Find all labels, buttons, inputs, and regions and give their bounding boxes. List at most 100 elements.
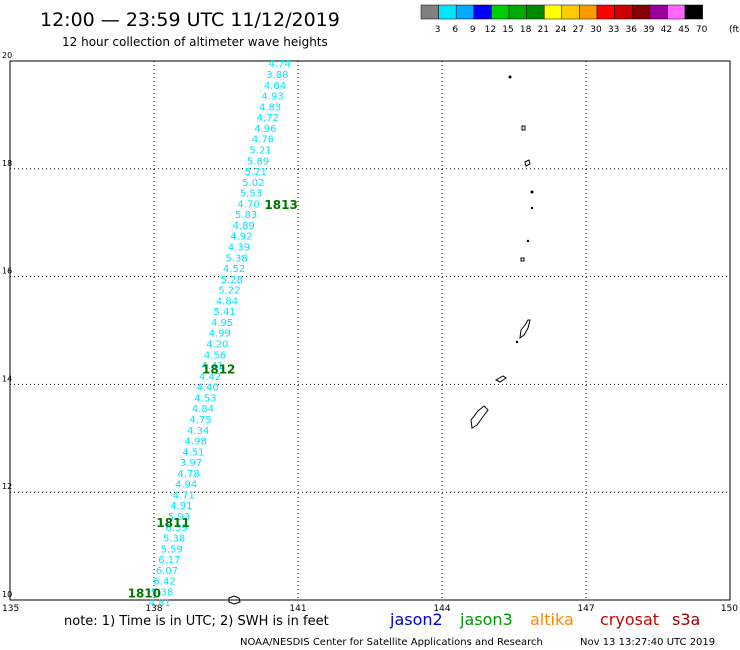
swh-data-label: 4.39: [228, 242, 250, 253]
swh-data-label: 6.42: [153, 577, 175, 588]
chart-title: 12:00 — 23:59 UTC 11/12/2019: [40, 9, 340, 31]
swh-data-label: 4.76: [252, 135, 274, 146]
satellite-legend-item: altika: [530, 610, 574, 629]
y-tick-label: 10: [2, 590, 12, 599]
color-scale-label: 9: [470, 25, 476, 35]
color-swatch: [649, 4, 668, 20]
color-swatch: [526, 4, 545, 20]
swh-data-label: 4.64: [264, 81, 286, 92]
swh-data-label: 4.40: [197, 383, 219, 394]
time-label: 1811: [156, 516, 189, 530]
swh-data-label: 4.89: [233, 221, 255, 232]
swh-data-label: 4.71: [173, 490, 195, 501]
swh-data-label: 5.83: [235, 210, 257, 221]
x-tick-label: 138: [145, 604, 162, 614]
color-scale-label: 33: [608, 25, 619, 35]
color-swatch: [543, 4, 563, 20]
y-tick-label: 12: [2, 482, 12, 491]
y-tick-label: 14: [2, 374, 12, 383]
color-scale-label: 12: [485, 25, 496, 35]
island-shape: [470, 405, 489, 429]
plot-frame: [9, 60, 731, 601]
swh-data-label: 4.34: [187, 426, 209, 437]
swh-data-label: 5.28: [221, 275, 243, 286]
color-swatch: [420, 4, 439, 20]
y-tick-label: 20: [2, 51, 12, 60]
swh-data-label: 5.41: [213, 307, 235, 318]
swh-data-label: 4.93: [261, 92, 283, 103]
island-shape: [521, 125, 526, 131]
swh-data-label: 6.39: [165, 523, 187, 534]
swh-data-label: 4.98: [185, 437, 207, 448]
y-tick-label: 16: [2, 267, 12, 276]
color-scale-label: 45: [678, 25, 689, 35]
axis-ticks: 135 138 141 144 147 150 10 12 14 16 18 20: [2, 51, 738, 614]
color-swatch: [631, 4, 651, 20]
time-label: 1810: [128, 586, 161, 600]
island-shape: [228, 595, 241, 605]
swh-data-label: 4.99: [209, 329, 231, 340]
swh-data-label: 6.17: [158, 555, 180, 566]
swh-data-label: 5.02: [242, 178, 264, 189]
island-shape: [508, 75, 512, 79]
x-tick-label: 135: [2, 604, 19, 614]
swh-data-label: 5.59: [161, 544, 183, 555]
color-scale-label: 21: [537, 25, 548, 35]
plot-border: [9, 60, 731, 601]
color-swatch: [473, 4, 492, 20]
color-scale-label: 36: [625, 25, 637, 35]
swh-data-label: 4.81: [149, 598, 171, 609]
satellite-legend-item: cryosat: [600, 610, 659, 629]
swh-data-label: 5.93: [168, 512, 190, 523]
footer-timestamp: Nov 13 13:27:40 UTC 2019: [580, 637, 715, 648]
footer-credit: NOAA/NESDIS Center for Satellite Applica…: [240, 637, 543, 648]
swh-data-label: 4.53: [194, 393, 216, 404]
swh-data-label: 5.38: [163, 534, 185, 545]
swh-data-label: 5.22: [218, 286, 240, 297]
swh-data-label: 5.38: [225, 253, 247, 264]
swh-data-label: 4.92: [230, 232, 252, 243]
swh-data-label: 5.21: [249, 145, 271, 156]
color-scale-label: 18: [520, 25, 532, 35]
swh-data-label: 4.20: [206, 340, 228, 351]
color-scale-label: 39: [643, 25, 655, 35]
swh-data-label: 4.41: [201, 361, 223, 372]
satellite-legend-item: s3a: [672, 610, 700, 629]
swh-data-label: 6.07: [156, 566, 178, 577]
color-scale-label: 70: [696, 25, 708, 35]
island-shape: [530, 206, 534, 210]
island-shape: [519, 319, 531, 340]
color-swatch: [455, 4, 475, 20]
satellite-legend: jason2 jason3 altika cryosat s3a: [389, 610, 700, 629]
color-swatch: [596, 4, 615, 20]
time-label: 1812: [202, 363, 235, 377]
island-shape: [524, 159, 531, 167]
time-labels: 1813 1812 1811 1810: [128, 198, 298, 600]
swh-data-label: 4.70: [237, 199, 259, 210]
color-swatch: [438, 4, 457, 20]
swh-data-label: 4.72: [257, 113, 279, 124]
color-swatch: [491, 4, 510, 20]
swh-data-label: 4.84: [192, 404, 214, 415]
x-tick-label: 147: [577, 604, 594, 614]
color-swatch: [579, 4, 598, 20]
swh-data-label: 4.51: [182, 447, 204, 458]
swh-data-label: 4.94: [175, 480, 197, 491]
swh-data-label: 4.84: [216, 296, 238, 307]
color-swatch: [508, 4, 527, 20]
swh-data-label: 5.53: [240, 189, 262, 200]
swh-data-label: 5.21: [245, 167, 267, 178]
swh-data-label: 5.89: [247, 156, 269, 167]
color-swatch: [667, 4, 686, 20]
swh-data-label: 5.38: [151, 587, 173, 598]
swh-data-label: 4.91: [170, 501, 192, 512]
color-swatch: [684, 4, 703, 20]
swh-data-label: 3.88: [266, 70, 288, 81]
color-scale-label: 42: [661, 25, 672, 35]
island-shape: [526, 239, 530, 243]
color-swatch: [614, 4, 633, 20]
time-label: 1813: [264, 198, 297, 212]
color-scale-unit: (ft): [729, 25, 740, 35]
